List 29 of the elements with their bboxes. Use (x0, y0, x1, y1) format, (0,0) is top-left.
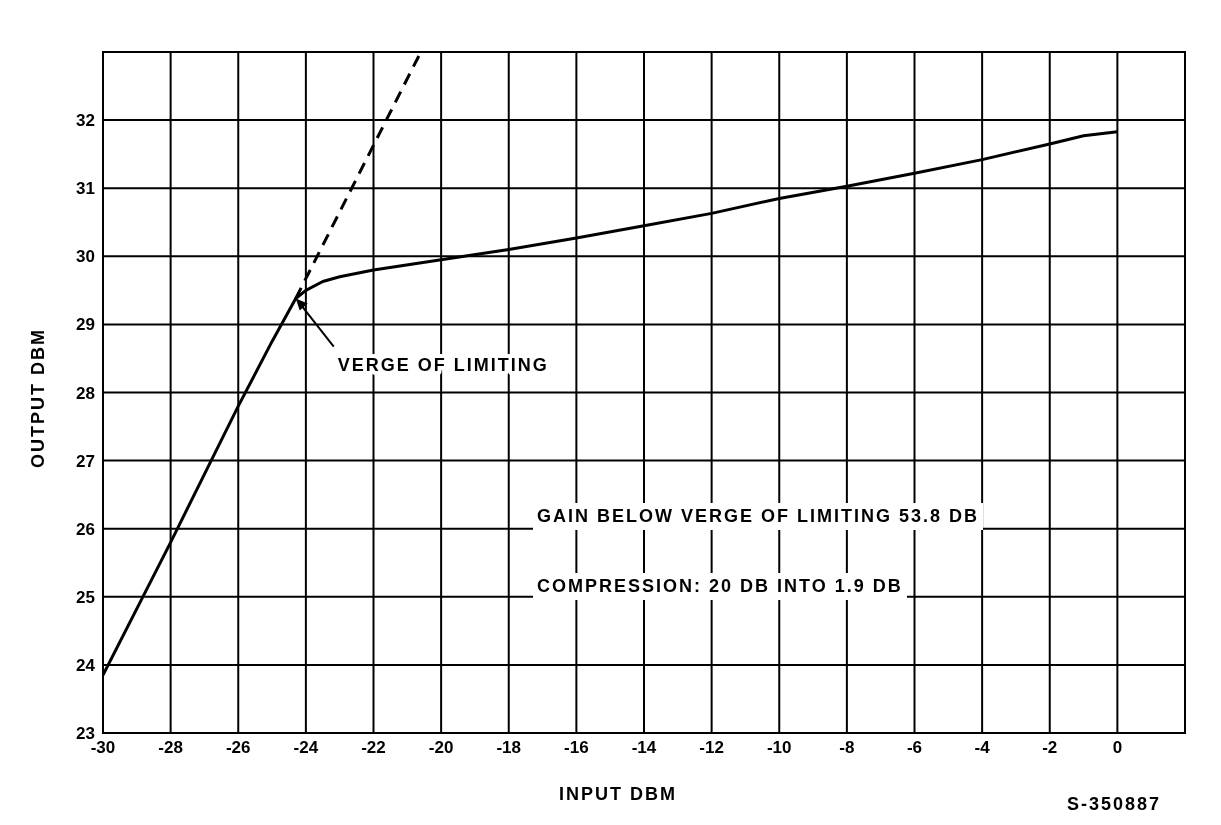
y-tick-label: 24 (76, 655, 96, 675)
y-tick-label: 32 (76, 111, 95, 131)
y-tick-label: 29 (76, 315, 95, 335)
annotation: GAIN BELOW VERGE OF LIMITING 53.8 DB (533, 503, 984, 530)
y-tick-label: 25 (76, 587, 95, 607)
x-tick-label: -24 (293, 738, 319, 758)
y-tick-label: 31 (76, 179, 95, 199)
y-tick-label: 27 (76, 451, 95, 471)
y-tick-label: 26 (76, 519, 95, 539)
y-axis-title: OUTPUT DBM (27, 328, 49, 468)
x-tick-label: -20 (428, 738, 454, 758)
x-tick-label: -4 (974, 738, 991, 758)
annotation: COMPRESSION: 20 DB INTO 1.9 DB (533, 573, 907, 600)
x-tick-label: -22 (361, 738, 386, 758)
x-tick-label: -2 (1042, 738, 1058, 758)
x-tick-label: -16 (564, 738, 589, 758)
x-axis-title: INPUT DBM (559, 784, 677, 804)
x-tick-label: 0 (1112, 738, 1123, 758)
x-tick-label: -26 (225, 738, 251, 758)
y-tick-label: 28 (76, 383, 95, 403)
y-tick-label: 30 (76, 247, 95, 267)
x-tick-label: -8 (839, 738, 855, 758)
x-tick-label: -10 (766, 738, 792, 758)
x-tick-label: -28 (158, 738, 183, 758)
x-tick-label: -6 (906, 738, 923, 758)
x-tick-label: -12 (699, 738, 724, 758)
x-tick-label: -14 (631, 738, 657, 758)
text: S-350887 (1063, 791, 1166, 818)
x-tick-label: -18 (496, 738, 522, 758)
